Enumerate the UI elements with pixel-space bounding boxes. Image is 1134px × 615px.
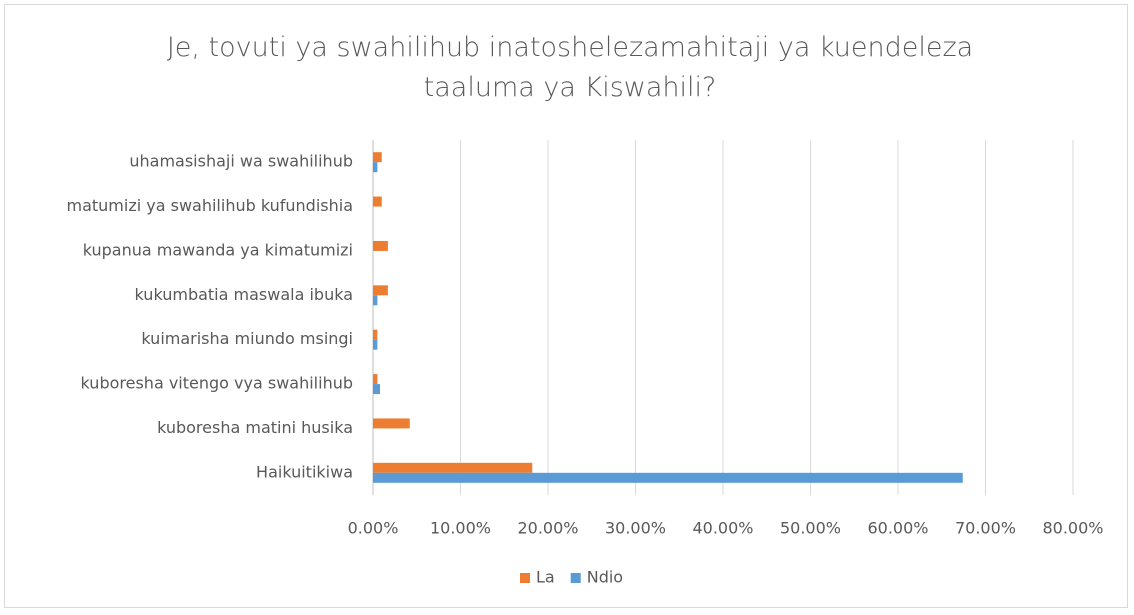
- chart-frame: [4, 4, 1128, 608]
- bar: [373, 240, 388, 251]
- bar: [373, 472, 963, 483]
- x-tick-label: 40.00%: [692, 519, 753, 538]
- bar: [373, 462, 533, 473]
- y-tick-label: Haikuitikiwa: [256, 462, 353, 481]
- x-tick-label: 80.00%: [1042, 519, 1103, 538]
- x-tick-label: 0.00%: [348, 519, 399, 538]
- bar: [373, 196, 382, 207]
- bar: [373, 162, 378, 173]
- x-tick-label: 10.00%: [430, 519, 491, 538]
- y-tick-label: uhamasishaji wa swahilihub: [129, 152, 353, 171]
- y-tick-label: kukumbatia maswala ibuka: [135, 285, 353, 304]
- y-tick-label: kuimarisha miundo msingi: [141, 329, 353, 348]
- bar: [373, 285, 388, 296]
- bar: [373, 329, 378, 340]
- legend-swatch: [570, 573, 581, 583]
- bar: [373, 374, 378, 385]
- legend-swatch: [520, 573, 530, 583]
- bar: [373, 295, 378, 306]
- y-tick-label: kuboresha vitengo vya swahilihub: [81, 374, 353, 393]
- y-tick-label: kupanua mawanda ya kimatumizi: [83, 240, 353, 259]
- x-tick-label: 30.00%: [605, 519, 666, 538]
- x-tick-label: 60.00%: [867, 519, 928, 538]
- bar: [373, 152, 382, 163]
- chart-title: Je, tovuti ya swahilihub inatoshelezamah…: [166, 32, 974, 103]
- legend-label: La: [536, 568, 555, 587]
- x-tick-label: 50.00%: [780, 519, 841, 538]
- bar: [373, 339, 378, 350]
- y-tick-label: kuboresha matini husika: [157, 418, 353, 437]
- bar: [373, 418, 410, 429]
- bar: [373, 384, 380, 395]
- y-tick-label: matumizi ya swahilihub kufundishia: [66, 196, 353, 215]
- x-tick-label: 20.00%: [517, 519, 578, 538]
- x-tick-label: 70.00%: [955, 519, 1016, 538]
- legend-label: Ndio: [587, 568, 623, 587]
